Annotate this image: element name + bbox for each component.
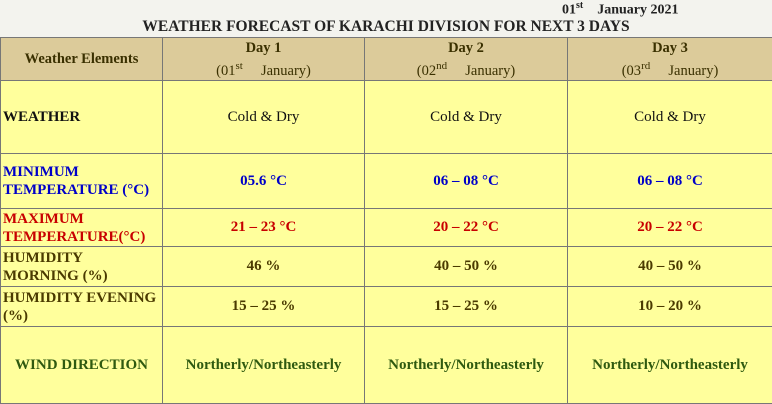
cell: Northerly/Northeasterly xyxy=(568,327,772,404)
day-date: (03rd January) xyxy=(570,57,770,80)
title: WEATHER FORECAST OF KARACHI DIVISION FOR… xyxy=(0,18,772,36)
cell: Cold & Dry xyxy=(163,81,365,154)
cell: 20 – 22 °C xyxy=(365,209,568,247)
cell: 40 – 50 % xyxy=(365,247,568,287)
date-day: 01 xyxy=(562,3,576,18)
day-date-open: (01 xyxy=(216,62,235,78)
cell: 20 – 22 °C xyxy=(568,209,772,247)
cell: 21 – 23 °C xyxy=(163,209,365,247)
cell: 06 – 08 °C xyxy=(568,154,772,209)
row-label: MINIMUM TEMPERATURE (°C) xyxy=(1,154,163,209)
row-label: MAXIMUM TEMPERATURE(°C) xyxy=(1,209,163,247)
day-suffix: nd xyxy=(436,60,447,72)
day-suffix: rd xyxy=(641,60,650,72)
day-month: January) xyxy=(261,62,311,78)
cell: 06 – 08 °C xyxy=(365,154,568,209)
day-header: Day 3(03rd January) xyxy=(568,38,772,81)
cell: 40 – 50 % xyxy=(568,247,772,287)
row-label: HUMIDITY EVENING (%) xyxy=(1,287,163,327)
day-date-open: (02 xyxy=(417,62,436,78)
day-suffix: st xyxy=(235,60,242,72)
date-suffix: st xyxy=(576,0,583,11)
cell: Cold & Dry xyxy=(568,81,772,154)
header-label: Weather Elements xyxy=(1,38,163,81)
day-name: Day 3 xyxy=(570,39,770,57)
day-date: (01st January) xyxy=(165,57,362,80)
cell: Cold & Dry xyxy=(365,81,568,154)
cell: 05.6 °C xyxy=(163,154,365,209)
cell: 15 – 25 % xyxy=(365,287,568,327)
row-label: WEATHER xyxy=(1,81,163,154)
cell: Northerly/Northeasterly xyxy=(365,327,568,404)
cell: 15 – 25 % xyxy=(163,287,365,327)
day-name: Day 2 xyxy=(367,39,565,57)
table-row: HUMIDITY EVENING (%)15 – 25 %15 – 25 %10… xyxy=(1,287,772,327)
day-date: (02nd January) xyxy=(367,57,565,80)
day-date-open: (03 xyxy=(622,62,641,78)
date-rest: January 2021 xyxy=(597,3,678,18)
row-label: WIND DIRECTION xyxy=(1,327,163,404)
cell: 46 % xyxy=(163,247,365,287)
cell: 10 – 20 % xyxy=(568,287,772,327)
date: 01st January 2021 xyxy=(562,0,679,19)
day-name: Day 1 xyxy=(165,39,362,57)
cell: Northerly/Northeasterly xyxy=(163,327,365,404)
day-header: Day 1(01st January) xyxy=(163,38,365,81)
row-label: HUMIDITY MORNING (%) xyxy=(1,247,163,287)
day-month: January) xyxy=(465,62,515,78)
day-month: January) xyxy=(668,62,718,78)
table-row: HUMIDITY MORNING (%)46 %40 – 50 %40 – 50… xyxy=(1,247,772,287)
day-header: Day 2(02nd January) xyxy=(365,38,568,81)
